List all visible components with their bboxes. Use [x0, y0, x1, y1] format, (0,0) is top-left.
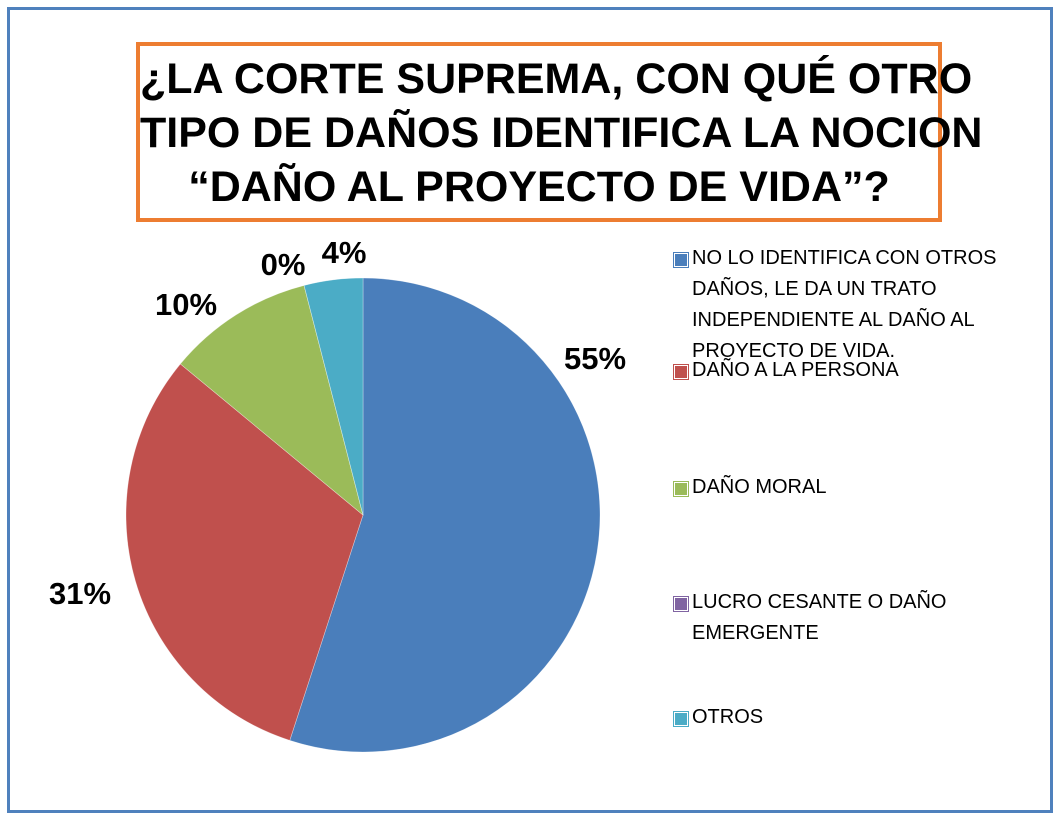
data-label: 55% [564, 341, 626, 376]
data-label: 4% [322, 235, 367, 270]
frame [7, 7, 1053, 813]
legend-label: DAÑO A LA PERSONA [692, 359, 899, 381]
pie-slice [289, 277, 601, 753]
title-line: TIPO DE DAÑOS IDENTIFICA LA NOCION [140, 109, 983, 157]
legend-label: LUCRO CESANTE O DAÑO EMERGENTE [692, 591, 947, 644]
legend-label: NO LO IDENTIFICA CON OTROS DAÑOS, LE DA … [692, 247, 997, 362]
legend-swatch [674, 597, 688, 611]
pie-slice [303, 277, 364, 516]
data-label: 10% [155, 287, 217, 322]
pie-slice [179, 285, 364, 516]
pie-slice [125, 363, 364, 741]
title-line: ¿LA CORTE SUPREMA, CON QUÉ OTRO [140, 55, 973, 103]
legend-swatch [674, 365, 688, 379]
legend-label: OTROS [692, 706, 764, 728]
legend-label: DAÑO MORAL [692, 476, 827, 498]
data-label: 0% [261, 247, 306, 282]
data-label: 31% [49, 576, 111, 611]
chart-title: ¿LA CORTE SUPREMA, CON QUÉ OTRO TIPO DE D… [136, 42, 983, 222]
legend-swatch [674, 253, 688, 267]
legend-swatch [674, 712, 688, 726]
legend-swatch [674, 482, 688, 496]
title-line: “DAÑO AL PROYECTO DE VIDA”? [188, 163, 890, 211]
